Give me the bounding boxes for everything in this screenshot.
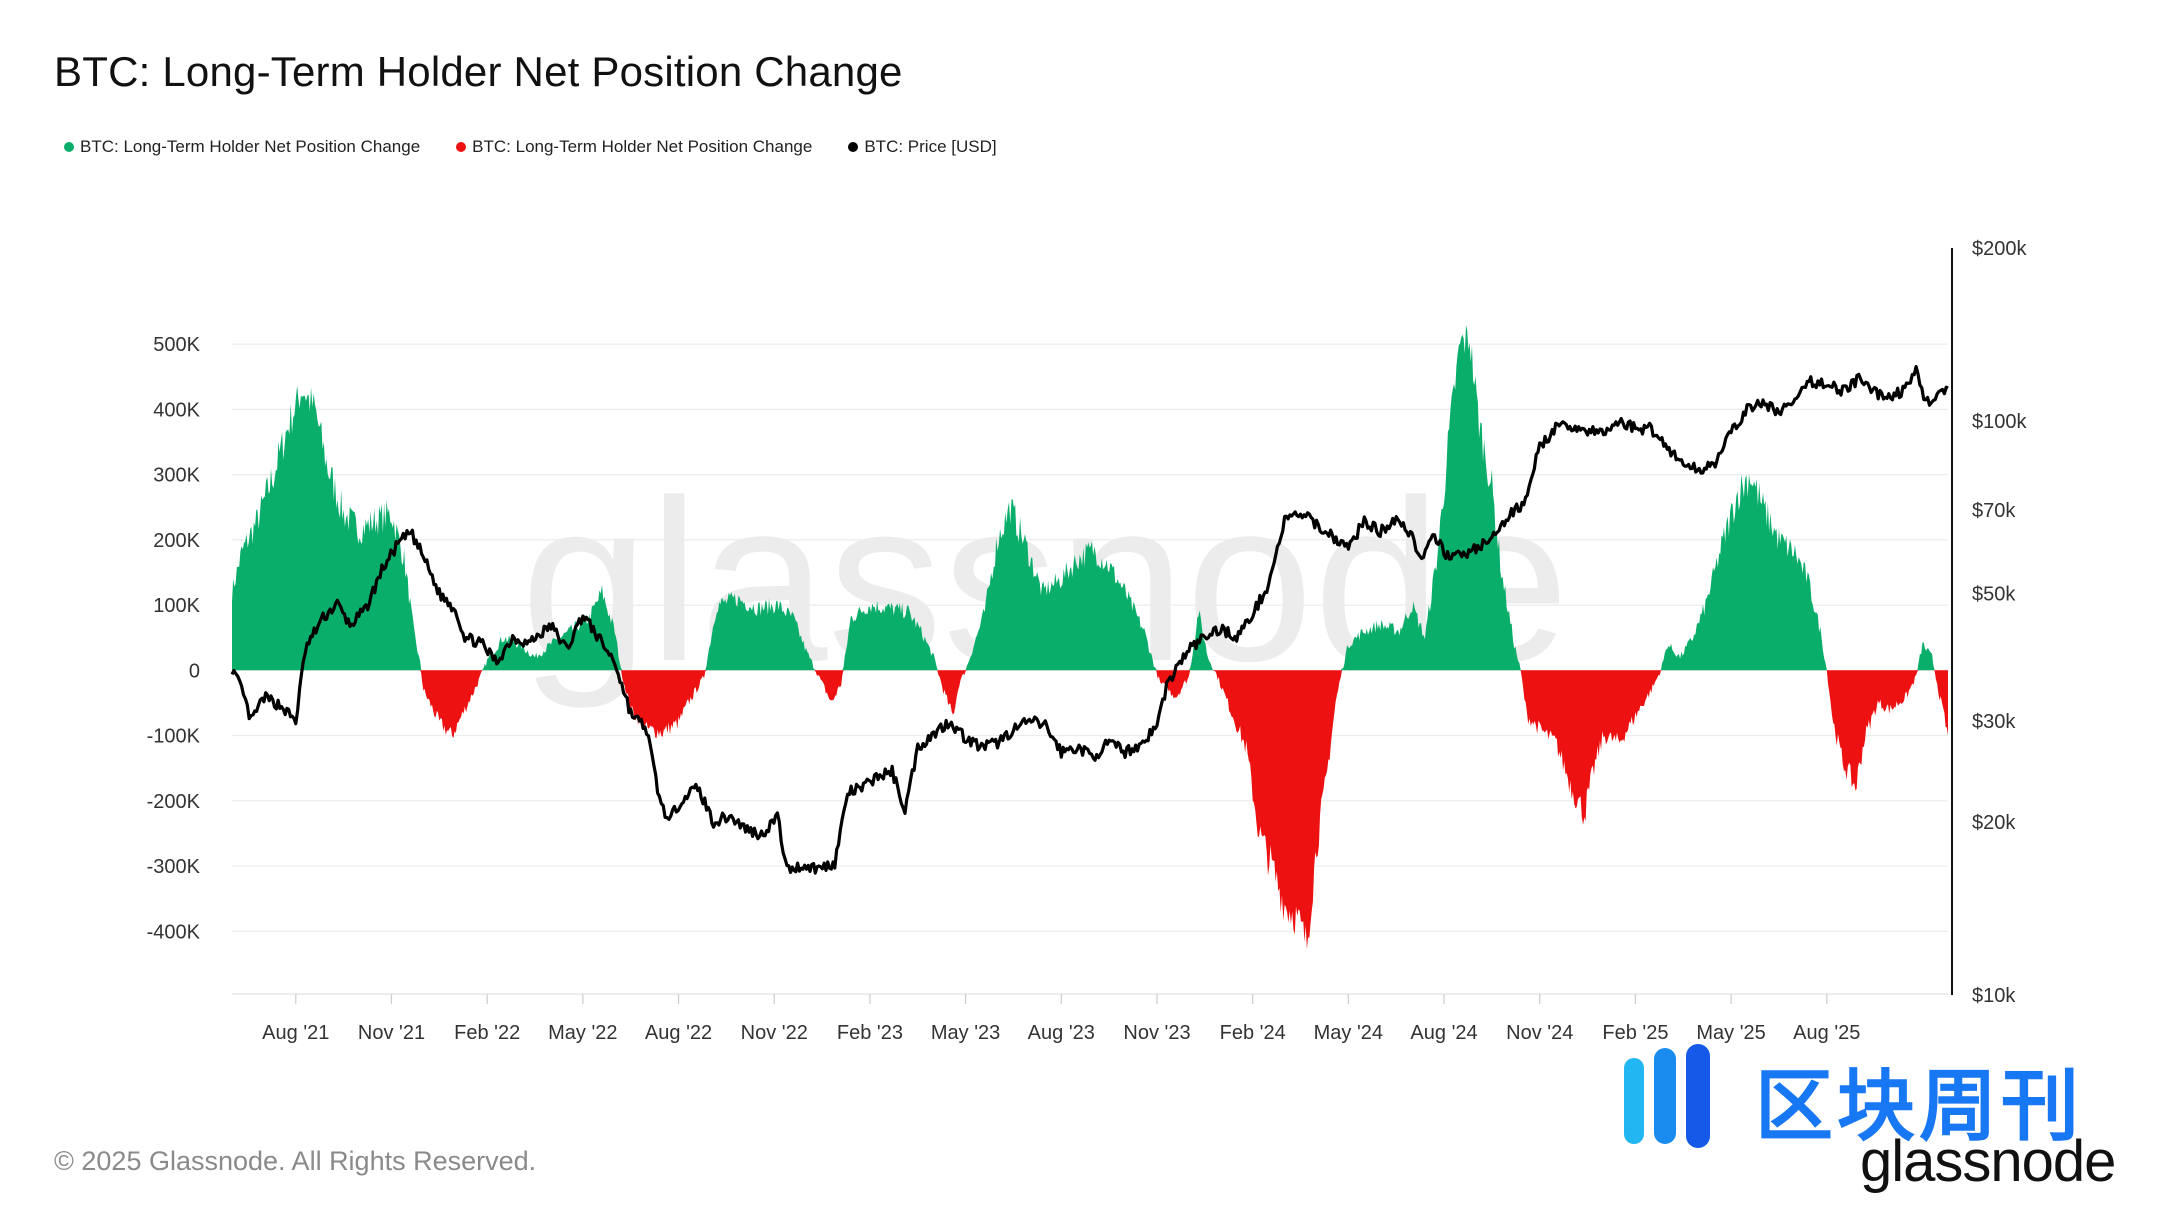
left-axis: 500K 400K 300K 200K 100K 0 -100K -200K -300K -400…	[147, 334, 201, 943]
x-tick-label: May '25	[1696, 1022, 1765, 1044]
left-tick-label: -400K	[147, 921, 201, 943]
x-tick-label: May '22	[548, 1022, 617, 1044]
legend: BTC: Long-Term Holder Net Position Chang…	[64, 137, 997, 157]
x-tick-label: Nov '23	[1123, 1022, 1190, 1044]
lth-positive-area	[232, 325, 1948, 671]
left-tick-label: 400K	[153, 399, 200, 421]
price-line	[230, 365, 1949, 875]
legend-dot-red	[456, 142, 467, 152]
right-tick-label: $70k	[1972, 500, 2016, 522]
lth-negative-area	[232, 670, 1948, 950]
legend-dot-green	[64, 142, 74, 152]
x-tick-label: Aug '23	[1028, 1022, 1095, 1044]
legend-item-price[interactable]: BTC: Price [USD]	[848, 137, 997, 157]
net-position-areas	[232, 325, 1948, 950]
left-tick-label: -100K	[147, 726, 201, 748]
x-tick-label: Feb '22	[454, 1022, 520, 1044]
right-tick-label: $20k	[1972, 812, 2016, 834]
left-tick-label: 500K	[153, 334, 200, 356]
legend-label: BTC: Long-Term Holder Net Position Chang…	[80, 137, 421, 156]
brand-chinese-name: 区块周刊	[1755, 1062, 2084, 1152]
legend-label: BTC: Long-Term Holder Net Position Chang…	[472, 137, 813, 156]
right-tick-label: $10k	[1972, 985, 2016, 1007]
copyright-footer: © 2025 Glassnode. All Rights Reserved.	[54, 1146, 537, 1176]
x-tick-label: Aug '25	[1793, 1022, 1860, 1044]
x-tick-label: Aug '21	[262, 1022, 329, 1044]
legend-label: BTC: Price [USD]	[864, 137, 997, 156]
x-tick-label: Nov '22	[741, 1022, 808, 1044]
right-axis: $200k $100k $70k $50k $30k $20k $10k	[1951, 238, 2027, 1007]
x-axis: Aug '21 Nov '21 Feb '22 May '22 Aug '22 Nov '…	[232, 993, 1948, 1044]
left-tick-label: 0	[189, 660, 200, 682]
brand-overlay: 区块周刊 glassnode	[1620, 1040, 2140, 1200]
x-tick-label: May '23	[931, 1022, 1000, 1044]
left-tick-label: -300K	[147, 856, 201, 878]
x-tick-label: Nov '21	[358, 1022, 425, 1044]
x-tick-label: Feb '25	[1602, 1022, 1668, 1044]
legend-item-lth-negative[interactable]: BTC: Long-Term Holder Net Position Chang…	[456, 137, 812, 157]
x-tick-label: May '24	[1314, 1022, 1383, 1044]
legend-item-lth-positive[interactable]: BTC: Long-Term Holder Net Position Chang…	[64, 137, 420, 157]
x-tick-label: Aug '24	[1410, 1022, 1477, 1044]
right-tick-label: $100k	[1972, 411, 2027, 433]
right-tick-label: $200k	[1972, 238, 2027, 260]
right-tick-label: $30k	[1972, 711, 2016, 733]
x-tick-label: Nov '24	[1506, 1022, 1573, 1044]
x-tick-label: Feb '23	[837, 1022, 903, 1044]
left-tick-label: 200K	[153, 530, 200, 552]
chart-title: BTC: Long-Term Holder Net Position Chang…	[54, 48, 903, 95]
brand-glassnode-name: glassnode	[1860, 1129, 2116, 1194]
x-tick-label: Aug '22	[645, 1022, 712, 1044]
left-tick-label: -200K	[147, 791, 201, 813]
legend-dot-black	[848, 142, 859, 152]
blockweekly-logo-icon	[1624, 1044, 1710, 1148]
left-tick-label: 100K	[153, 595, 200, 617]
left-tick-label: 300K	[153, 465, 200, 487]
right-tick-label: $50k	[1972, 584, 2016, 606]
x-tick-label: Feb '24	[1220, 1022, 1286, 1044]
price-series	[230, 365, 1949, 875]
